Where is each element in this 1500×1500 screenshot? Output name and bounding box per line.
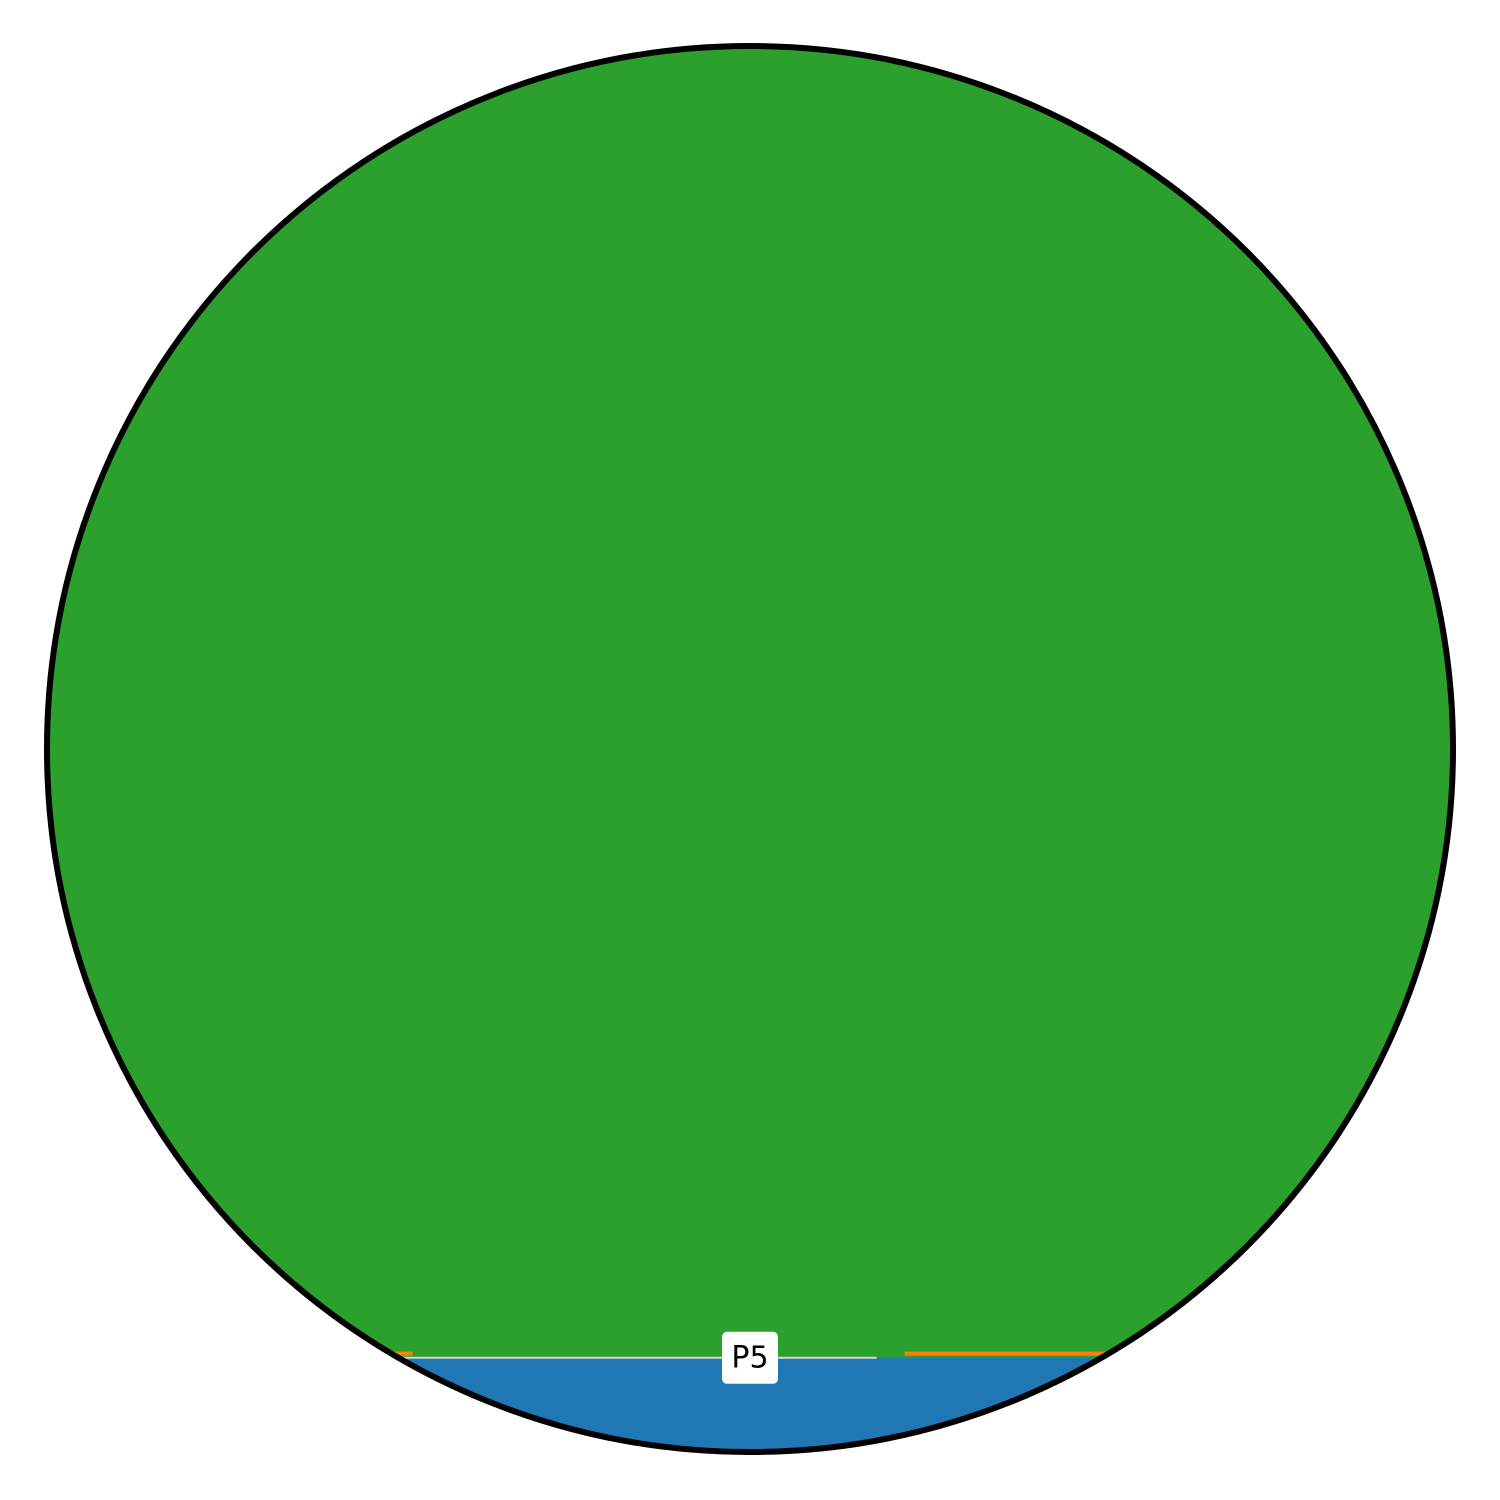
background-region bbox=[47, 46, 1453, 1452]
series-label-0: P5 bbox=[722, 1332, 778, 1384]
series-label-text-0: P5 bbox=[731, 1340, 768, 1375]
